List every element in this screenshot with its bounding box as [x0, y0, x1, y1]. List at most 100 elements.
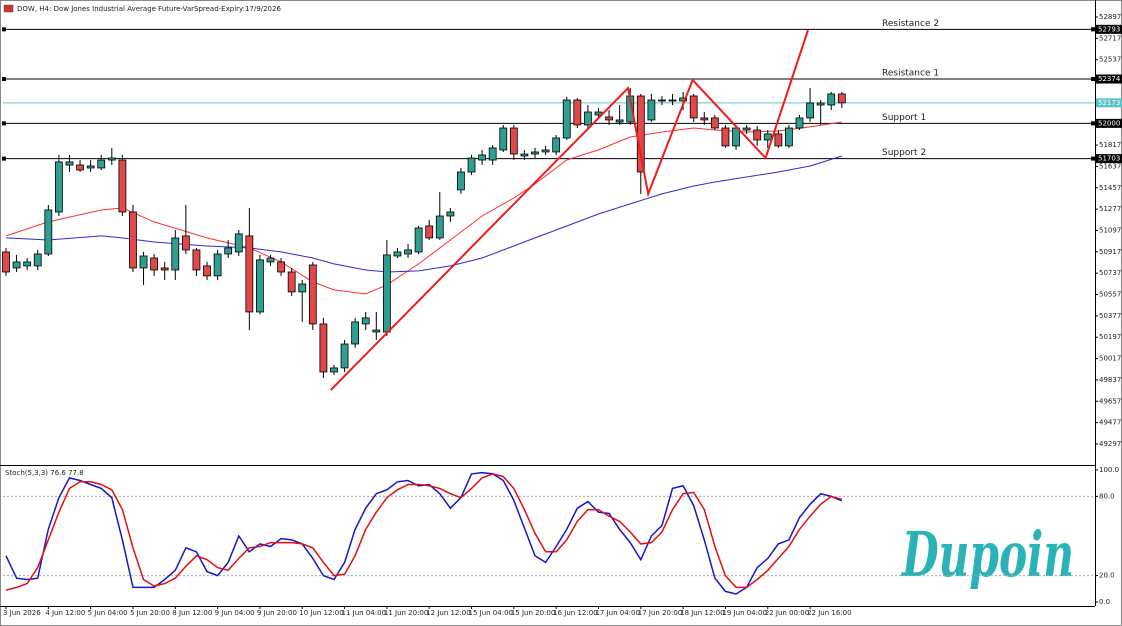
level-label: Resistance 1 [882, 69, 939, 79]
y-tick-label: 49837 [1099, 376, 1121, 384]
x-tick-label: 11 Jun 20:00 [384, 609, 428, 617]
candle-body [298, 283, 307, 293]
candle-body [552, 137, 561, 153]
y-tick-label: 52897 [1099, 13, 1121, 21]
level-anchor [2, 77, 6, 82]
x-tick-label: 12 Jun 12:00 [426, 609, 470, 617]
zigzag-line [330, 29, 809, 391]
candle-body [742, 127, 751, 131]
level-anchor [1091, 27, 1095, 32]
y-tick-label: 50917 [1099, 248, 1121, 256]
candle-body [774, 133, 783, 147]
candle-body [107, 157, 116, 161]
candle-body [562, 99, 571, 139]
level-anchor [1091, 121, 1095, 126]
candle-body [647, 99, 656, 121]
candle-body [86, 165, 95, 169]
y-tick-label: 52717 [1099, 34, 1121, 42]
x-tick-label: 10 Jun 12:00 [299, 609, 343, 617]
y-tick-label: 49297 [1099, 440, 1121, 448]
candle-body [372, 329, 381, 333]
candle-body [700, 117, 709, 121]
y-tick-label: 51817 [1099, 141, 1121, 149]
candle-body [192, 249, 201, 271]
watermark: Dupoin [901, 518, 1074, 591]
y-tick-label: 52537 [1099, 56, 1121, 64]
level-value-label: 51703 [1098, 155, 1120, 163]
candle-body [203, 265, 211, 277]
candle-body [234, 233, 243, 253]
candle-body [795, 117, 804, 129]
candle-body [785, 127, 793, 147]
current-price-label: 52173 [1098, 99, 1120, 107]
candle-body [76, 164, 84, 171]
candle-body [266, 257, 275, 263]
candle-body [520, 153, 529, 157]
candle-body [44, 209, 53, 255]
candle-body [351, 321, 360, 345]
candle-body [287, 271, 296, 293]
level-anchor [1091, 77, 1095, 82]
candle-body [689, 95, 698, 119]
candle-body [615, 119, 624, 123]
candle-body [139, 255, 148, 269]
moving-average [5, 121, 842, 295]
candle-body [12, 261, 21, 269]
x-tick-label: 15 Jun 04:00 [469, 609, 513, 617]
candle-body [330, 367, 338, 373]
candle-body [414, 227, 423, 253]
x-tick-label: 17 Jun 04:00 [595, 609, 639, 617]
level-label: Resistance 2 [882, 19, 939, 29]
y-tick-label: 51097 [1099, 226, 1121, 234]
candle-body [181, 235, 190, 251]
y-tick-label: 49477 [1099, 419, 1121, 427]
x-tick-label: 3 Jun 2026 [3, 609, 41, 617]
y-tick-label: 50557 [1099, 291, 1121, 299]
level-label: Support 1 [882, 113, 926, 123]
level-value-box [1096, 118, 1122, 128]
candle-body [245, 235, 254, 313]
candle-body [97, 159, 106, 169]
level-anchor [2, 27, 6, 32]
stochastic-line [5, 473, 842, 591]
candle-body [2, 251, 10, 273]
candle-body [658, 99, 666, 102]
candle-body [478, 154, 487, 161]
y-tick-label: 50737 [1099, 269, 1121, 277]
candle-body [837, 93, 846, 104]
candle-body [732, 127, 740, 147]
candle-body [679, 97, 688, 102]
candle-body [499, 127, 508, 151]
level-value-box [1096, 154, 1122, 164]
y-tick-label: 50017 [1099, 355, 1121, 363]
candle-body [710, 117, 719, 129]
candle-body [160, 267, 169, 271]
y-tick-label: 100.0 [1099, 466, 1119, 474]
candle-body [382, 254, 391, 333]
candle-body [605, 116, 613, 121]
y-tick-label: 80.0 [1099, 492, 1115, 500]
x-tick-label: 8 Jun 12:00 [172, 609, 212, 617]
y-tick-label: 51637 [1099, 162, 1121, 170]
candle-body [763, 133, 772, 141]
candle-body [425, 225, 434, 239]
x-tick-label: 16 Jun 12:00 [553, 609, 597, 617]
candle-body [816, 102, 825, 106]
candle-body [446, 211, 455, 217]
candle-body [636, 95, 645, 173]
candle-body [65, 161, 74, 166]
y-tick-label: 20.0 [1099, 572, 1115, 580]
x-tick-label: 5 Jun 20:00 [130, 609, 170, 617]
candle-body [55, 161, 63, 213]
y-tick-label: 50377 [1099, 312, 1121, 320]
candle-body [213, 253, 222, 277]
y-tick-label: 51457 [1099, 184, 1121, 192]
candle-body [435, 215, 444, 239]
candle-body [361, 317, 370, 325]
level-anchor [2, 156, 6, 161]
candle-body [171, 237, 180, 271]
candle-body [118, 159, 127, 213]
x-tick-label: 19 Jun 04:00 [722, 609, 766, 617]
candle-body [584, 111, 592, 126]
